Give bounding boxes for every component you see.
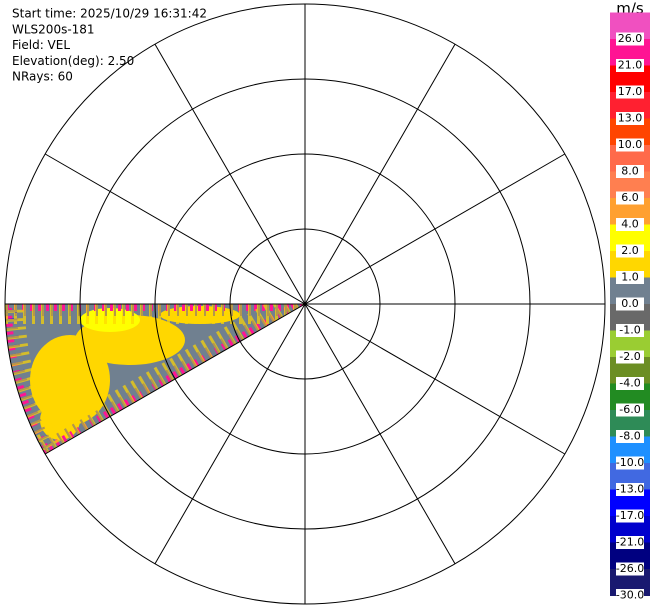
label-bg — [616, 456, 644, 470]
label-bg — [616, 112, 644, 125]
colorbar-label: 1.0 — [621, 271, 639, 284]
colorbar-label: -1.0 — [619, 324, 640, 337]
azimuth-lines — [5, 4, 605, 604]
colorbar-label: 26.0 — [618, 32, 643, 45]
colorbar-label: -2.0 — [619, 350, 640, 363]
info-line: NRays: 60 — [12, 70, 73, 84]
colorbar-label: -26.0 — [616, 562, 644, 575]
label-bg — [616, 271, 644, 284]
colorbar-label: 6.0 — [621, 191, 639, 204]
label-bg — [616, 509, 644, 523]
colorbar-label: 21.0 — [618, 59, 643, 72]
colorbar-label: -10.0 — [616, 456, 644, 469]
label-bg — [616, 297, 644, 311]
colorbar-label: -30.0 — [616, 589, 644, 602]
colorbar-label: -17.0 — [616, 509, 644, 522]
label-bg — [616, 350, 644, 364]
label-bg — [616, 59, 644, 72]
colorbar-label: -8.0 — [619, 430, 640, 443]
colorbar-label: 4.0 — [621, 218, 639, 231]
label-bg — [616, 165, 644, 178]
label-bg — [616, 377, 644, 390]
label-bg — [616, 562, 644, 576]
label-bg — [616, 403, 644, 417]
info-line: Elevation(deg): 2.50 — [12, 54, 134, 68]
colorbar-label: -13.0 — [616, 483, 644, 496]
info-line: WLS200s-181 — [12, 22, 95, 36]
label-bg — [616, 32, 644, 46]
label-bg — [616, 244, 644, 258]
label-bg — [616, 138, 644, 152]
colorbar-label: 0.0 — [621, 297, 639, 310]
azimuth-line — [44, 153, 566, 455]
label-bg — [616, 85, 644, 99]
info-line: Field: VEL — [12, 38, 70, 52]
colorbar-label: 17.0 — [618, 85, 643, 98]
colorbar-label: 10.0 — [618, 138, 643, 151]
colorbar: m/s26.021.017.013.010.08.06.04.02.01.00.… — [610, 0, 650, 602]
label-bg — [616, 589, 644, 602]
label-bg — [616, 536, 644, 549]
colorbar-label: 13.0 — [618, 112, 643, 125]
label-bg — [616, 430, 644, 443]
label-bg — [616, 218, 644, 231]
scan-info: Start time: 2025/10/29 16:31:42WLS200s-1… — [12, 7, 207, 84]
label-bg — [616, 483, 644, 496]
colorbar-label: -21.0 — [616, 536, 644, 549]
label-bg — [616, 324, 644, 337]
velocity-sector — [4, 304, 305, 454]
colorbar-label: 8.0 — [621, 165, 639, 178]
colorbar-label: -6.0 — [619, 403, 640, 416]
info-line: Start time: 2025/10/29 16:31:42 — [12, 7, 207, 21]
label-bg — [616, 191, 644, 205]
colorbar-label: 2.0 — [621, 244, 639, 257]
colorbar-label: -4.0 — [619, 377, 640, 390]
